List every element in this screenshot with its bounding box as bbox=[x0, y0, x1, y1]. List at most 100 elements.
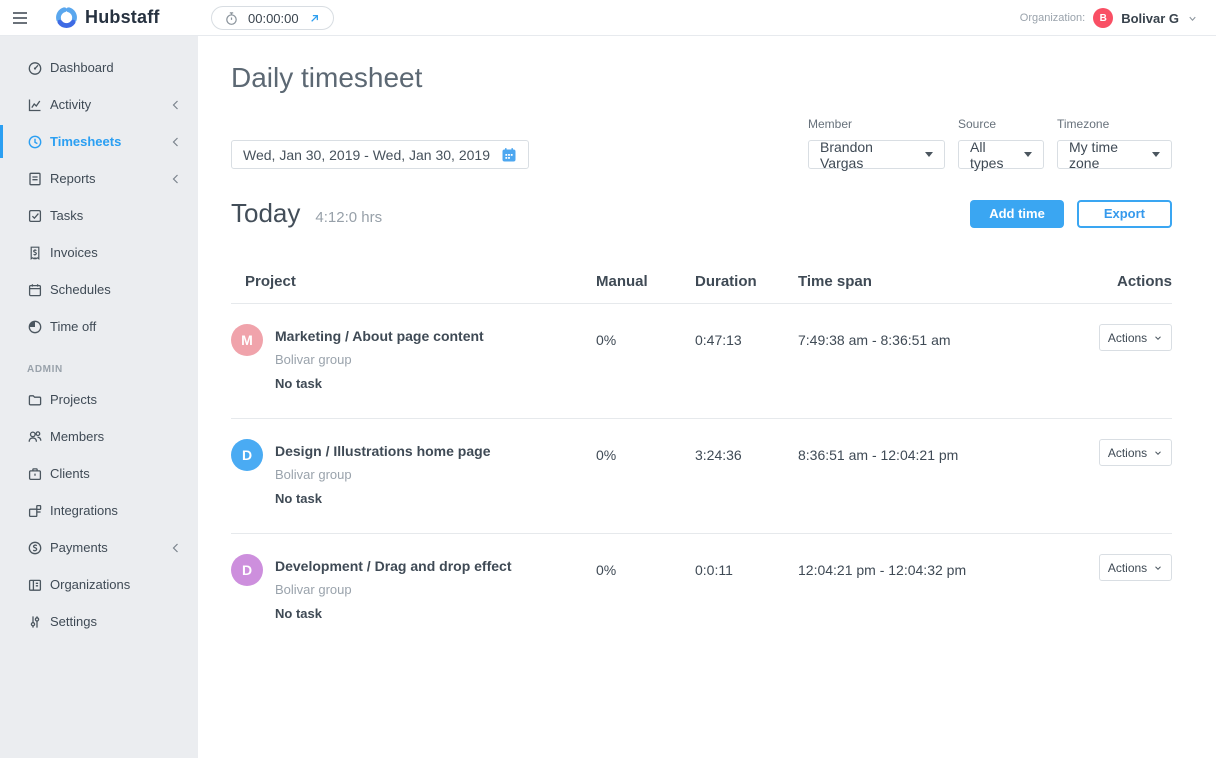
briefcase-icon bbox=[27, 466, 43, 482]
chevron-down-icon bbox=[1155, 335, 1162, 340]
sidebar-item-organizations[interactable]: Organizations bbox=[0, 566, 198, 603]
project-name: Design / Illustrations home page bbox=[275, 443, 491, 459]
organization-selector[interactable]: Organization: B Bolivar G bbox=[1020, 0, 1198, 36]
row-actions-button[interactable]: Actions bbox=[1099, 439, 1172, 466]
sidebar-item-label: Organizations bbox=[50, 577, 131, 592]
project-task: No task bbox=[275, 606, 322, 621]
time-span-value: 7:49:38 am - 8:36:51 am bbox=[798, 332, 951, 348]
table-row: D Development / Drag and drop effect Bol… bbox=[231, 534, 1172, 648]
member-filter: Member Brandon Vargas bbox=[808, 117, 945, 171]
project-group: Bolivar group bbox=[275, 467, 352, 482]
sidebar-item-label: Payments bbox=[50, 540, 108, 555]
chevron-down-icon bbox=[1155, 450, 1162, 455]
project-group: Bolivar group bbox=[275, 352, 352, 367]
caret-down-icon bbox=[1152, 152, 1160, 157]
caret-down-icon bbox=[1024, 152, 1032, 157]
time-span-value: 8:36:51 am - 12:04:21 pm bbox=[798, 447, 959, 463]
invoice-receipt-icon bbox=[27, 245, 43, 261]
sidebar-item-timesheets[interactable]: Timesheets bbox=[0, 123, 198, 160]
sidebar-item-label: Integrations bbox=[50, 503, 118, 518]
sidebar-item-time-off[interactable]: Time off bbox=[0, 308, 198, 345]
sidebar-item-payments[interactable]: Payments bbox=[0, 529, 198, 566]
column-header-timespan: Time span bbox=[798, 273, 872, 290]
manual-percent: 0% bbox=[596, 447, 617, 463]
add-time-button[interactable]: Add time bbox=[970, 199, 1064, 228]
project-avatar: D bbox=[231, 439, 263, 471]
row-actions-label: Actions bbox=[1107, 445, 1148, 460]
column-header-duration: Duration bbox=[695, 273, 757, 290]
row-actions-label: Actions bbox=[1107, 560, 1148, 575]
column-header-actions: Actions bbox=[1116, 273, 1172, 290]
sidebar-item-integrations[interactable]: Integrations bbox=[0, 492, 198, 529]
source-filter: Source All types bbox=[958, 117, 1044, 171]
project-avatar: M bbox=[231, 324, 263, 356]
member-select[interactable]: Brandon Vargas bbox=[808, 138, 945, 171]
sidebar-item-schedules[interactable]: Schedules bbox=[0, 271, 198, 308]
time-off-pie-clock-icon bbox=[27, 319, 43, 335]
project-avatar: D bbox=[231, 554, 263, 586]
sidebar-item-clients[interactable]: Clients bbox=[0, 455, 198, 492]
day-title: Today bbox=[231, 198, 301, 228]
activity-chart-icon bbox=[27, 97, 43, 113]
chevron-left-icon bbox=[171, 173, 180, 185]
hamburger-menu-icon[interactable] bbox=[0, 0, 40, 36]
source-select[interactable]: All types bbox=[958, 139, 1044, 171]
sidebar-item-settings[interactable]: Settings bbox=[0, 603, 198, 640]
column-header-project: Project bbox=[245, 273, 296, 290]
sidebar-item-label: Reports bbox=[50, 171, 96, 186]
manual-percent: 0% bbox=[596, 332, 617, 348]
sidebar-item-label: Schedules bbox=[50, 282, 111, 297]
table-row: D Design / Illustrations home page Boliv… bbox=[231, 419, 1172, 534]
row-actions-button[interactable]: Actions bbox=[1099, 554, 1172, 581]
filters: Member Brandon Vargas Source All types T… bbox=[808, 117, 1172, 171]
admin-section-label: ADMIN bbox=[27, 364, 63, 375]
timesheet-table: Project Manual Duration Time span Action… bbox=[231, 260, 1172, 648]
sidebar-item-label: Invoices bbox=[50, 245, 98, 260]
sidebar-item-tasks[interactable]: Tasks bbox=[0, 197, 198, 234]
timezone-filter-label: Timezone bbox=[1057, 117, 1110, 131]
dashboard-gauge-icon bbox=[27, 60, 43, 76]
clock-icon bbox=[27, 134, 43, 150]
stopwatch-icon bbox=[224, 11, 239, 26]
sidebar-item-members[interactable]: Members bbox=[0, 418, 198, 455]
page-title: Daily timesheet bbox=[231, 62, 423, 93]
project-name: Marketing / About page content bbox=[275, 328, 484, 344]
folder-icon bbox=[27, 392, 43, 408]
member-select-value: Brandon Vargas bbox=[820, 138, 873, 171]
sidebar-item-invoices[interactable]: Invoices bbox=[0, 234, 198, 271]
sidebar-item-reports[interactable]: Reports bbox=[0, 160, 198, 197]
duration-value: 0:0:11 bbox=[695, 562, 733, 578]
sidebar-item-label: Dashboard bbox=[50, 60, 114, 75]
timezone-select[interactable]: My time zone bbox=[1057, 139, 1172, 171]
export-button[interactable]: Export bbox=[1076, 199, 1172, 228]
duration-value: 0:47:13 bbox=[695, 332, 742, 348]
project-task: No task bbox=[275, 376, 322, 391]
date-range-picker[interactable]: Wed, Jan 30, 2019 - Wed, Jan 30, 2019 bbox=[231, 140, 529, 169]
chevron-down-icon bbox=[1155, 565, 1162, 570]
organization-label: Organization: bbox=[1019, 12, 1086, 24]
report-document-icon bbox=[27, 171, 43, 187]
sidebar-item-dashboard[interactable]: Dashboard bbox=[0, 49, 198, 86]
hubstaff-logo-icon bbox=[54, 5, 79, 30]
sidebar-item-projects[interactable]: Projects bbox=[0, 381, 198, 418]
duration-value: 3:24:36 bbox=[695, 447, 742, 463]
chevron-left-icon bbox=[171, 136, 180, 148]
timer-widget[interactable]: 00:00:00 bbox=[211, 6, 334, 30]
sidebar-item-label: Clients bbox=[50, 466, 90, 481]
timer-value: 00:00:00 bbox=[248, 10, 299, 26]
tasks-checkbox-icon bbox=[27, 208, 43, 224]
main-content: Daily timesheet Wed, Jan 30, 2019 - Wed,… bbox=[198, 36, 1216, 758]
arrow-up-right-icon bbox=[308, 12, 321, 25]
table-header-row: Project Manual Duration Time span Action… bbox=[231, 260, 1172, 304]
integrations-blocks-icon bbox=[27, 503, 43, 519]
members-people-icon bbox=[27, 429, 43, 445]
sidebar-item-activity[interactable]: Activity bbox=[0, 86, 198, 123]
sidebar-item-label: Tasks bbox=[50, 208, 84, 223]
hubstaff-logo[interactable]: Hubstaff bbox=[54, 5, 160, 30]
sidebar-item-label: Settings bbox=[50, 614, 97, 629]
member-filter-label: Member bbox=[808, 117, 853, 131]
row-actions-button[interactable]: Actions bbox=[1099, 324, 1172, 351]
organization-name: Bolivar G bbox=[1121, 10, 1179, 26]
timezone-filter: Timezone My time zone bbox=[1057, 117, 1172, 171]
sidebar-item-label: Activity bbox=[50, 97, 92, 112]
